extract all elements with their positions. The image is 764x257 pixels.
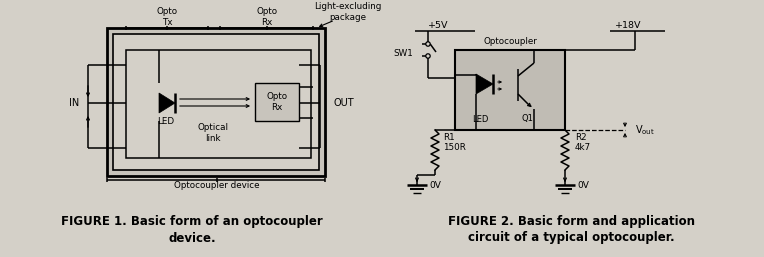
- Text: device.: device.: [168, 232, 215, 244]
- Bar: [455, 50, 565, 130]
- Polygon shape: [159, 93, 175, 113]
- Bar: [255, 83, 299, 121]
- Text: IN: IN: [69, 98, 79, 108]
- Text: Opto
Rx: Opto Rx: [257, 7, 277, 27]
- Text: +5V: +5V: [428, 21, 448, 30]
- Text: Optocoupler device: Optocoupler device: [174, 181, 260, 190]
- Text: FIGURE 2. Basic form and application: FIGURE 2. Basic form and application: [448, 216, 694, 228]
- Text: Q1: Q1: [521, 115, 533, 124]
- Bar: [126, 50, 311, 158]
- Text: 0V: 0V: [429, 181, 441, 190]
- Bar: [107, 28, 325, 176]
- Text: LED: LED: [157, 117, 174, 126]
- Text: 0V: 0V: [577, 181, 589, 190]
- Text: 4k7: 4k7: [575, 143, 591, 152]
- Text: Light-excluding
package: Light-excluding package: [314, 2, 382, 22]
- Bar: [113, 34, 319, 170]
- Text: Opto
Rx: Opto Rx: [267, 92, 287, 112]
- Text: FIGURE 1. Basic form of an optocoupler: FIGURE 1. Basic form of an optocoupler: [61, 216, 323, 228]
- Text: circuit of a typical optocoupler.: circuit of a typical optocoupler.: [468, 232, 675, 244]
- Polygon shape: [476, 74, 493, 94]
- Text: Opto
Tx: Opto Tx: [157, 7, 177, 27]
- Text: +18V: +18V: [615, 21, 642, 30]
- Text: SW1: SW1: [393, 49, 413, 58]
- Text: Optical
link: Optical link: [198, 123, 228, 143]
- Text: R2: R2: [575, 133, 587, 142]
- Text: R1: R1: [443, 133, 455, 142]
- Text: OUT: OUT: [334, 98, 354, 108]
- Text: V$_{\rm out}$: V$_{\rm out}$: [635, 123, 655, 137]
- Text: 150R: 150R: [443, 143, 466, 152]
- Text: LED: LED: [472, 115, 488, 124]
- Text: Optocoupler: Optocoupler: [483, 38, 537, 47]
